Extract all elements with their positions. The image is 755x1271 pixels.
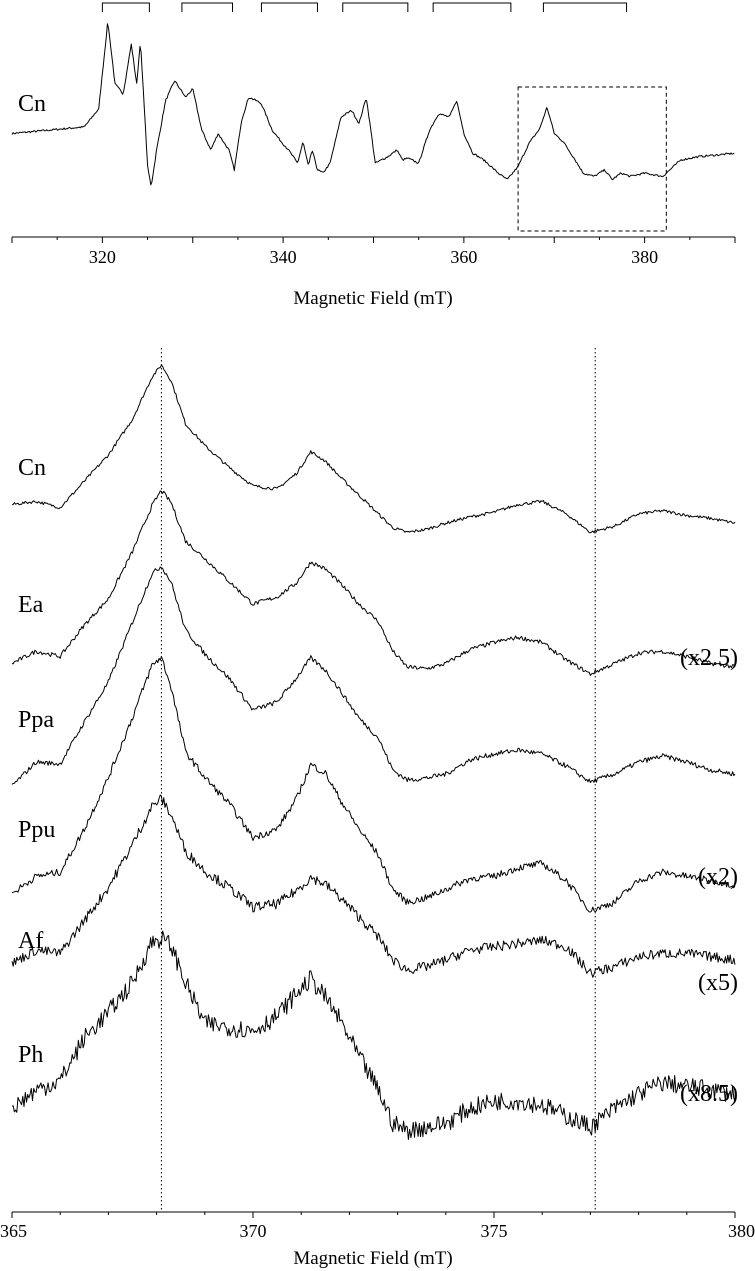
- series-line-af: [11, 794, 736, 978]
- series-line-cn-full: [11, 23, 735, 186]
- hyperfine-bracket-3: [260, 2, 318, 12]
- bottom-traces: [11, 364, 736, 1140]
- x-tick-label-top-340: 340: [270, 247, 297, 267]
- series-line-ppa: [11, 566, 736, 785]
- hyperfine-bracket-2: [181, 2, 234, 12]
- series-label-ph: Ph: [18, 1042, 43, 1068]
- hyperfine-bracket-6: [542, 2, 628, 12]
- scale-factor-af: (x5): [698, 970, 738, 996]
- hyperfine-brackets: [101, 2, 628, 12]
- x-ticks-bottom: 365 370 375 380: [0, 1212, 755, 1241]
- series-label-ppa: Ppa: [18, 707, 54, 733]
- bottom-series-labels: Cn Ea (x2.5) Ppa Ppu (x2) Af (x5) Ph (x8.5): [18, 455, 738, 1107]
- hyperfine-bracket-4: [342, 2, 409, 12]
- x-axis-label-top: Magnetic Field (mT): [293, 288, 452, 309]
- series-label-cn-top: Cn: [18, 91, 46, 117]
- series-line-ppu: [11, 656, 736, 913]
- series-label-af: Af: [18, 928, 43, 954]
- series-label-ea: Ea: [18, 592, 44, 618]
- hyperfine-bracket-5: [432, 2, 512, 12]
- x-tick-label-bottom-370: 370: [240, 1221, 267, 1241]
- x-tick-label-bottom-375: 375: [481, 1221, 508, 1241]
- hyperfine-bracket-1: [101, 2, 150, 12]
- x-tick-label-bottom-365: 365: [0, 1221, 27, 1241]
- bottom-panel: Cn Ea (x2.5) Ppa Ppu (x2) Af (x5) Ph (x8.5) 365 37…: [0, 348, 755, 1269]
- x-tick-label-top-320: 320: [89, 247, 116, 267]
- zoom-region-box: [517, 86, 667, 232]
- x-tick-label-top-380: 380: [631, 247, 658, 267]
- series-line-ph: [11, 930, 736, 1140]
- scale-factor-ppu: (x2): [698, 864, 738, 890]
- scale-factor-ph: (x8.5): [680, 1081, 738, 1107]
- x-tick-label-bottom-380: 380: [728, 1221, 755, 1241]
- x-tick-label-top-360: 360: [450, 247, 477, 267]
- x-axis-label-bottom: Magnetic Field (mT): [293, 1248, 452, 1269]
- x-ticks-top: 320 340 360 380: [11, 237, 736, 267]
- series-line-cn: [11, 364, 736, 534]
- scale-factor-ea: (x2.5): [680, 645, 738, 671]
- reference-lines: [160, 348, 596, 1212]
- series-label-ppu: Ppu: [18, 817, 55, 843]
- series-label-cn: Cn: [18, 455, 46, 481]
- top-panel: Cn 320 340 360 380 Magnetic Field (mT): [11, 2, 736, 309]
- series-line-ea: [11, 490, 736, 676]
